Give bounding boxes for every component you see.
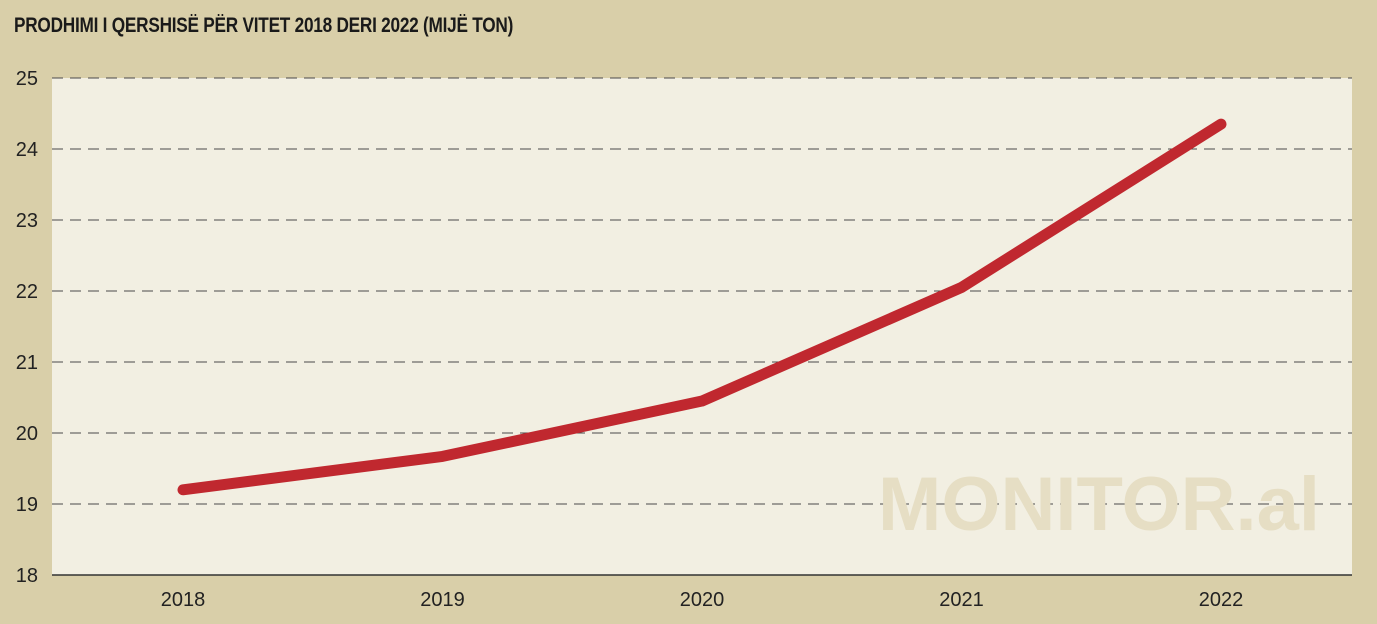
y-tick-label: 24 [16, 139, 38, 161]
y-tick-label: 23 [16, 210, 38, 232]
y-tick-label: 25 [16, 68, 38, 90]
y-tick-label: 22 [16, 281, 38, 303]
x-tick-label: 2022 [1199, 589, 1244, 611]
y-tick-label: 18 [16, 565, 38, 587]
x-axis-ticks: 2018 2019 2020 2021 2022 [161, 589, 1244, 611]
watermark: MONITOR.al [878, 462, 1320, 547]
gridlines [52, 77, 1352, 576]
x-tick-label: 2018 [161, 589, 206, 611]
plot-area [52, 78, 1352, 575]
y-tick-label: 21 [16, 352, 38, 374]
x-tick-label: 2021 [939, 589, 984, 611]
x-tick-label: 2020 [680, 589, 725, 611]
y-tick-label: 19 [16, 494, 38, 516]
y-tick-label: 20 [16, 423, 38, 445]
x-tick-label: 2019 [420, 589, 465, 611]
series-lines [177, 118, 1227, 496]
chart-title: PRODHIMI I QERSHISË PËR VITET 2018 DERI … [14, 14, 514, 37]
y-axis-ticks: 18 19 20 21 22 23 24 25 [16, 68, 38, 587]
